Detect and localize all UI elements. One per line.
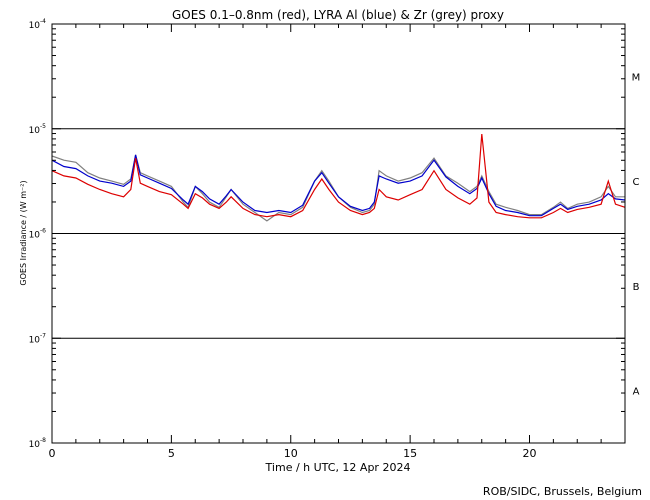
series-line xyxy=(51,154,626,217)
flare-class-labels: M C B A xyxy=(632,72,641,397)
credit-text: ROB/SIDC, Brussels, Belgium xyxy=(483,485,642,498)
series-line xyxy=(51,133,626,219)
chart-title: GOES 0.1–0.8nm (red), LYRA Al (blue) & Z… xyxy=(172,8,504,22)
flare-class-lines xyxy=(52,128,625,339)
x-axis: 0 5 10 15 20 xyxy=(49,24,626,460)
flare-class-label: M xyxy=(632,72,641,83)
flare-class-label: A xyxy=(633,387,640,398)
x-tick-label: 15 xyxy=(403,447,417,460)
y-tick-label: 10-7 xyxy=(29,332,47,345)
x-tick-label: 0 xyxy=(49,447,56,460)
y-tick-label: 10-8 xyxy=(29,437,47,450)
y-tick-label: 10-4 xyxy=(29,18,47,31)
x-tick-label: 10 xyxy=(284,447,298,460)
y-axis-label: GOES Irradiance / (W m⁻²) xyxy=(19,180,28,285)
flare-class-label: C xyxy=(633,177,640,188)
y-axis: 10-4 10-5 10-6 10-7 10-8 xyxy=(29,18,625,450)
y-tick-label: 10-6 xyxy=(29,228,47,241)
flare-class-label: B xyxy=(633,282,640,293)
x-tick-label: 20 xyxy=(523,447,537,460)
x-axis-label: Time / h UTC, 12 Apr 2024 xyxy=(265,461,411,474)
x-tick-label: 5 xyxy=(168,447,175,460)
y-tick-label: 10-5 xyxy=(29,123,47,136)
series-layer xyxy=(51,133,626,222)
